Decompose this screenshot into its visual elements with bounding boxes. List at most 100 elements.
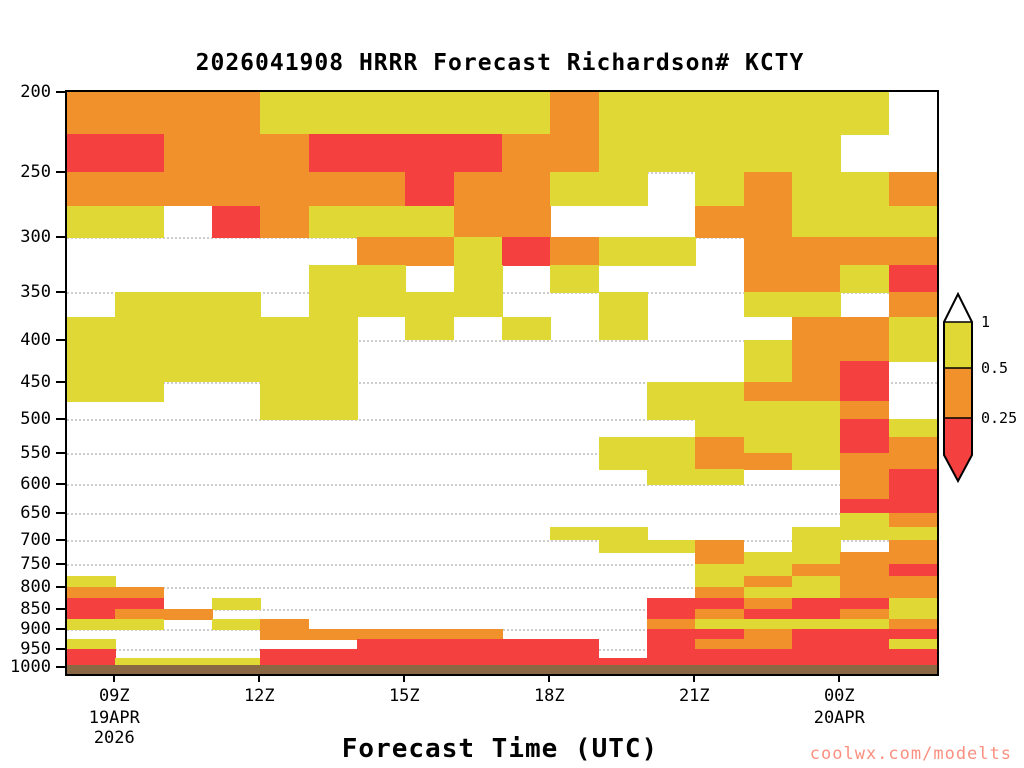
heatmap-cell <box>502 236 551 267</box>
y-tick <box>56 512 65 514</box>
heatmap-cell <box>840 598 890 610</box>
heatmap-cell <box>792 552 841 565</box>
heatmap-cell <box>888 469 937 486</box>
y-tick-label: 600 <box>20 474 51 495</box>
heatmap-cell <box>792 575 841 588</box>
heatmap-cell <box>792 236 841 267</box>
heatmap-cell <box>115 205 165 238</box>
heatmap-cell <box>502 205 551 238</box>
heatmap-cell <box>743 639 793 650</box>
heatmap-cell <box>115 598 165 610</box>
heatmap-cell <box>405 639 455 650</box>
heatmap-cell <box>695 564 745 577</box>
heatmap-cell <box>840 171 890 207</box>
heatmap-cell <box>357 205 406 238</box>
heatmap-cell <box>792 608 841 620</box>
heatmap-cell <box>357 171 406 207</box>
heatmap-cell <box>115 316 165 341</box>
y-tick <box>56 452 65 455</box>
colorbar: 1 0.5 0.25 <box>943 292 1017 484</box>
heatmap-cell <box>453 134 503 173</box>
y-tick-label: 200 <box>20 82 51 102</box>
heatmap-cell <box>743 552 793 565</box>
heatmap-cell <box>67 608 116 620</box>
heatmap-cell <box>163 657 213 668</box>
heatmap-cell <box>695 619 745 630</box>
pressure-gridline <box>67 608 937 611</box>
colorbar-seg-red <box>944 418 972 455</box>
heatmap-cell <box>598 171 648 207</box>
heatmap-cell <box>695 436 745 454</box>
heatmap-cell <box>743 401 793 420</box>
heatmap-cell <box>260 339 310 362</box>
heatmap-cell <box>260 134 310 173</box>
heatmap-cell <box>888 265 937 293</box>
heatmap-cell <box>888 608 937 620</box>
heatmap-cell <box>598 526 648 541</box>
heatmap-cell <box>550 134 600 173</box>
heatmap-cell <box>115 339 165 362</box>
heatmap-cell <box>502 134 551 173</box>
heatmap-cell <box>647 469 696 486</box>
heatmap-cell <box>840 401 890 420</box>
heatmap-cell <box>453 92 503 135</box>
x-date-label: 2026 <box>93 728 135 748</box>
heatmap-cell <box>550 236 600 267</box>
x-tick <box>548 674 551 682</box>
heatmap-cell <box>840 587 890 599</box>
heatmap-cell <box>308 361 358 383</box>
heatmap-cell <box>792 205 841 238</box>
heatmap-cell <box>357 639 406 650</box>
heatmap-cell <box>888 648 937 659</box>
heatmap-cell <box>405 171 455 207</box>
heatmap-cell <box>357 291 406 318</box>
heatmap-cell <box>357 629 406 640</box>
y-tick-label: 450 <box>20 371 51 392</box>
heatmap-cell <box>550 648 600 659</box>
y-tick <box>56 607 65 610</box>
heatmap-cell <box>695 587 745 599</box>
heatmap-cell <box>743 92 793 135</box>
heatmap-cell <box>67 134 116 173</box>
heatmap-cell <box>647 401 696 420</box>
heatmap-cell <box>260 361 310 383</box>
heatmap-cell <box>743 236 793 267</box>
heatmap-cell <box>792 171 841 207</box>
heatmap-cell <box>308 171 358 207</box>
y-tick-label: 500 <box>20 409 51 430</box>
heatmap-cell <box>550 639 600 650</box>
heatmap-cell <box>405 657 455 668</box>
heatmap-cell <box>453 171 503 207</box>
heatmap-cell <box>308 316 358 341</box>
heatmap-cell <box>212 134 261 173</box>
heatmap-cell <box>888 552 937 565</box>
heatmap-cell <box>115 361 165 383</box>
heatmap-cell <box>357 134 406 173</box>
y-tick-label: 850 <box>20 598 51 619</box>
heatmap-cell <box>212 316 261 341</box>
heatmap-cell <box>888 171 937 207</box>
heatmap-cell <box>840 469 890 486</box>
heatmap-cell <box>695 575 745 588</box>
heatmap-cell <box>888 484 937 500</box>
heatmap-cell <box>598 134 648 173</box>
heatmap-cell <box>840 657 890 668</box>
heatmap-cell <box>840 381 890 402</box>
y-tick <box>56 380 65 383</box>
x-tick-label: 21Z <box>678 686 710 706</box>
heatmap-cell <box>67 648 116 659</box>
heatmap-cell <box>695 92 745 135</box>
pressure-gridline <box>67 564 937 567</box>
heatmap-cell <box>840 513 890 528</box>
heatmap-cell <box>743 436 793 454</box>
heatmap-cell <box>647 436 696 454</box>
y-tick <box>56 563 65 566</box>
heatmap-cell <box>695 629 745 640</box>
pressure-gridline <box>67 453 937 456</box>
heatmap-cell <box>888 587 937 599</box>
heatmap-cell <box>115 587 165 599</box>
heatmap-cell <box>695 648 745 659</box>
heatmap-cell <box>308 92 358 135</box>
heatmap-cell <box>453 265 503 293</box>
pressure-gridline <box>67 419 937 422</box>
